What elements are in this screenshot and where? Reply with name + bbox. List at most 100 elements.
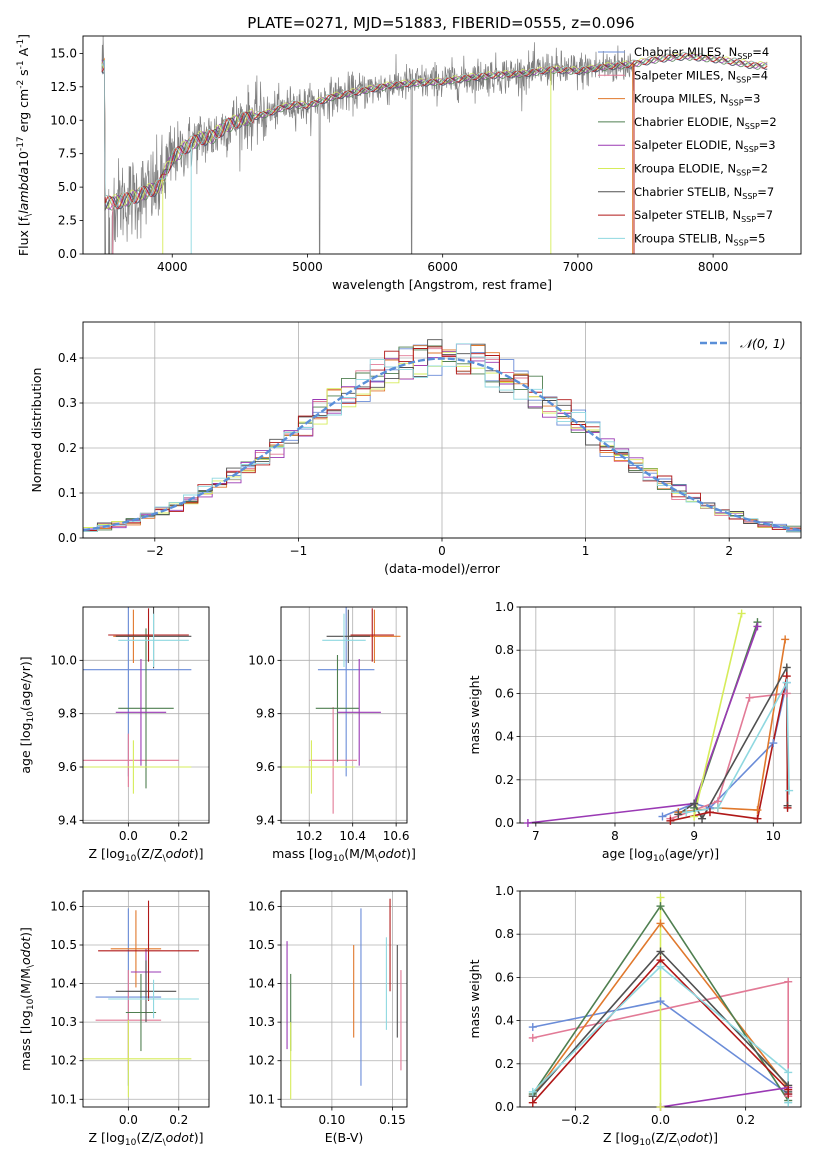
y-axis-label: mass [log10​(M/M\​odot)]: [18, 927, 36, 1071]
label-part: =2: [760, 115, 777, 129]
label-part: Kroupa ELODIE, N: [634, 162, 736, 176]
label-part: =3: [744, 92, 761, 106]
mass_vs_EBV-plot: [286, 898, 402, 1100]
x-tick-label: 8: [611, 829, 619, 843]
y-tick-label: 1.0: [495, 600, 514, 614]
y-tick-label: 0.0: [495, 1100, 514, 1114]
model-spectrum-krou_stelib: [101, 51, 768, 209]
y-tick-label: 0.8: [495, 927, 514, 941]
x-axis-label: wavelength [Angstrom, rest frame]: [332, 277, 552, 292]
age_vs_Z-axes: 0.0 0.2 9.4 9.6 9.8 10.0 Z [log10​(Z/Z\​odot)]…: [18, 606, 210, 864]
y-tick-label: 10.6: [248, 899, 275, 913]
x-axis-label: mass [log10​(M/M\​odot)]: [272, 846, 416, 864]
label-part: Flux [f: [16, 216, 31, 256]
y-tick-label: 0.0: [58, 531, 77, 545]
label-part: mass [log: [272, 846, 333, 861]
label-part: odot: [166, 1130, 195, 1145]
label-part: (M/M: [344, 846, 375, 861]
weight_vs_age-frame: 7 8 9 10 0.0 0.2 0.4 0.6 0.8 1.0 age [log10​(age/y…: [467, 600, 802, 864]
label-part: SSP: [745, 122, 760, 131]
spectrum-axes: 4000 5000 6000 7000 8000 0.0 2.5 5.0 7.5 10.0 12.5…: [16, 34, 802, 292]
label-part: )]: [406, 846, 416, 861]
y-tick-label: 0.2: [495, 1057, 514, 1071]
label-part: 10: [639, 1138, 651, 1148]
label-part: 10: [16, 151, 31, 167]
label-part: SSP: [741, 215, 756, 224]
y-tick-label: 1.0: [495, 884, 514, 898]
y-tick-label: 10.5: [50, 938, 77, 952]
y-axis-label: Normed distribution: [29, 368, 44, 493]
histogram-plot: [83, 339, 801, 538]
spectrum-frame: 4000 5000 6000 7000 8000 0.0 2.5 5.0 7.5 10.0 12.5…: [16, 34, 802, 292]
label-part: SSP: [736, 75, 751, 84]
label-part: erg cm: [16, 89, 31, 137]
x-tick-label: 0.0: [119, 1113, 138, 1127]
gaussian-curve: [83, 357, 801, 532]
mass_vs_EBV-axes: 0.10 0.15 10.1 10.2 10.3 10.4 10.5 10.6 E(B-V): [248, 890, 408, 1145]
y-tick-label: 0.0: [495, 816, 514, 830]
label-part: ]: [16, 34, 31, 39]
y-tick-label: 0.1: [58, 486, 77, 500]
mass_vs_EBV-grid: [281, 891, 407, 1107]
legend-label-chab_stelib: Chabrier STELIB, NSSP​=7: [634, 185, 774, 201]
label-part: SSP: [736, 169, 751, 178]
y-axis-label: Flux [f\​lambda10-17​ erg cm-2​ s-1​ A-1…: [16, 34, 34, 256]
x-tick-label: 0.2: [169, 829, 188, 843]
model-spectrum-salp_stelib: [101, 52, 768, 209]
y-tick-label: 10.4: [248, 977, 275, 991]
label-part: odot: [378, 846, 407, 861]
weight_vs_age-border: [519, 606, 802, 824]
x-tick-label: 0.2: [736, 1113, 755, 1127]
label-part: odot: [18, 936, 33, 965]
mass_vs_EBV-frame: 0.10 0.15 10.1 10.2 10.3 10.4 10.5 10.6 E(B-V): [248, 890, 408, 1145]
y-axis-label: mass weight: [467, 675, 482, 754]
y-tick-label: 9.8: [58, 707, 77, 721]
label-part: -1: [16, 39, 26, 48]
y-tick-label: 10.4: [50, 977, 77, 991]
legend-label-krou_miles: Kroupa MILES, NSSP​=3: [634, 92, 760, 108]
label-part: age [log: [602, 846, 653, 861]
label-part: mass weight: [467, 675, 482, 754]
x-tick-label: 5000: [292, 260, 323, 274]
y-tick-label: 0.2: [495, 773, 514, 787]
x-tick-label: 0: [438, 544, 446, 558]
label-part: SSP: [737, 52, 752, 61]
y-axis-label: mass weight: [467, 959, 482, 1038]
y-tick-label: 10.5: [248, 938, 275, 952]
weight-line-salp_elodie: [660, 1086, 789, 1107]
label-part: s: [16, 69, 31, 80]
label-part: (Z/Z: [651, 1130, 677, 1145]
age_vs_mass-frame: 10.2 10.4 10.6 9.4 9.6 9.8 10.0 mass [log10​(M/…: [248, 606, 416, 864]
y-tick-label: 10.0: [50, 653, 77, 667]
x-tick-label: 1: [582, 544, 590, 558]
x-tick-label: −2: [146, 544, 164, 558]
label-part: Chabrier ELODIE, N: [634, 115, 745, 129]
label-part: Kroupa STELIB, N: [634, 231, 734, 245]
label-part: 10: [26, 711, 36, 723]
x-tick-label: 10.4: [339, 829, 366, 843]
legend-label-salp_elodie: Salpeter ELODIE, NSSP​=3: [634, 138, 776, 154]
y-tick-label: 0.8: [495, 643, 514, 657]
label-part: SSP: [742, 192, 757, 201]
spectrum-plot: [101, 36, 768, 254]
label-part: \: [375, 854, 379, 864]
legend-label-salp_stelib: Salpeter STELIB, NSSP​=7: [634, 208, 773, 224]
weight-line-krou_stelib: [686, 679, 790, 813]
label-part: A: [16, 47, 31, 60]
label-part: E(B-V): [325, 1130, 364, 1145]
y-axis-label: age [log10​(age/yr)]: [18, 656, 36, 773]
weight_vs_age-plot: [527, 613, 790, 823]
y-tick-label: 12.5: [50, 80, 77, 94]
x-tick-label: 9: [690, 829, 698, 843]
y-tick-label: 10.3: [50, 1015, 77, 1029]
y-tick-label: 0.6: [495, 970, 514, 984]
x-tick-label: 2: [725, 544, 733, 558]
label-part: Z [log: [88, 846, 124, 861]
y-tick-label: 2.5: [58, 214, 77, 228]
age_vs_Z-plot: [83, 607, 192, 794]
spectrum-border: [82, 35, 802, 255]
label-part: SSP: [734, 238, 749, 247]
weight-line-salp_miles: [670, 692, 787, 820]
x-tick-label: 0.0: [651, 1113, 670, 1127]
